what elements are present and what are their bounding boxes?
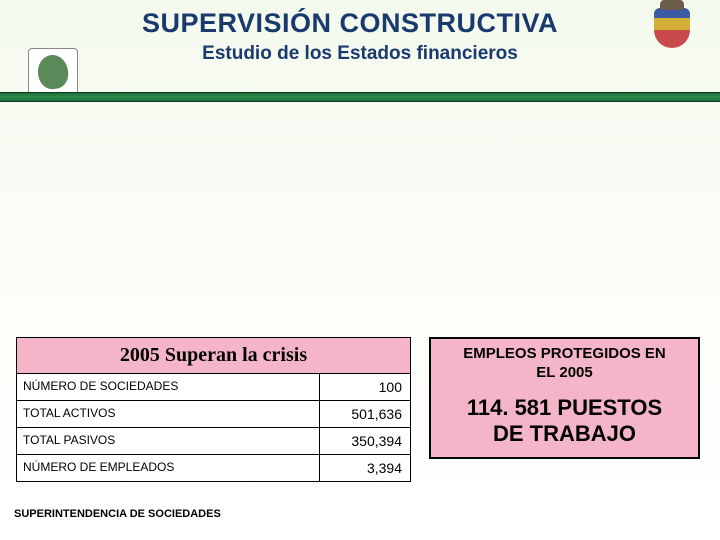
- row-value: 501,636: [320, 401, 410, 427]
- table-header: 2005 Superan la crisis: [17, 338, 410, 374]
- row-label: NÚMERO DE EMPLEADOS: [17, 455, 320, 481]
- row-label: NÚMERO DE SOCIEDADES: [17, 374, 320, 400]
- slide-subtitle: Estudio de los Estados financieros: [80, 43, 640, 65]
- table-row: NÚMERO DE EMPLEADOS 3,394: [17, 455, 410, 481]
- callout-line1: EMPLEOS PROTEGIDOS EN: [437, 345, 692, 364]
- callout-line2: EL 2005: [437, 364, 692, 383]
- data-table: 2005 Superan la crisis NÚMERO DE SOCIEDA…: [16, 337, 411, 482]
- row-label: TOTAL PASIVOS: [17, 428, 320, 454]
- slide-header: SUPERVISIÓN CONSTRUCTIVA Estudio de los …: [0, 0, 720, 65]
- slide-title: SUPERVISIÓN CONSTRUCTIVA: [40, 8, 660, 39]
- logo-left-icon: [28, 48, 78, 96]
- row-value: 100: [320, 374, 410, 400]
- table-row: NÚMERO DE SOCIEDADES 100: [17, 374, 410, 401]
- table-row: TOTAL PASIVOS 350,394: [17, 428, 410, 455]
- callout-big2: DE TRABAJO: [437, 421, 692, 447]
- callout-box: EMPLEOS PROTEGIDOS EN EL 2005 114. 581 P…: [429, 337, 700, 459]
- divider-bar: [0, 92, 720, 102]
- coat-of-arms-icon: [642, 8, 702, 60]
- row-value: 3,394: [320, 455, 410, 481]
- table-row: TOTAL ACTIVOS 501,636: [17, 401, 410, 428]
- footer-text: SUPERINTENDENCIA DE SOCIEDADES: [14, 508, 221, 520]
- row-label: TOTAL ACTIVOS: [17, 401, 320, 427]
- row-value: 350,394: [320, 428, 410, 454]
- callout-big1: 114. 581 PUESTOS: [437, 395, 692, 421]
